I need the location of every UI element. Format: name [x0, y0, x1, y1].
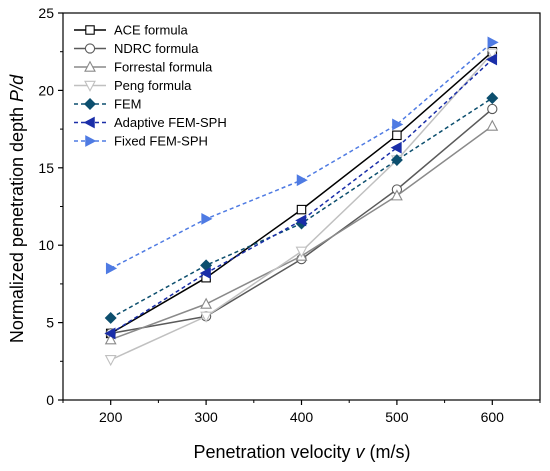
legend-item-ndrc-formula: NDRC formula — [74, 41, 199, 56]
series-adaptive-fem-sph — [104, 53, 498, 340]
data-point — [487, 36, 499, 49]
legend-label: ACE formula — [114, 23, 188, 38]
legend-item-fem: FEM — [74, 97, 141, 112]
data-point — [486, 119, 499, 131]
data-point — [296, 174, 308, 187]
legend-marker — [85, 135, 97, 147]
series-layer — [104, 36, 499, 367]
x-tick-label: 500 — [385, 409, 409, 425]
data-point — [104, 333, 117, 345]
legend-item-adaptive-fem-sph: Adaptive FEM-SPH — [74, 115, 227, 130]
data-point — [485, 53, 498, 66]
data-point — [390, 189, 403, 201]
y-tick-label: 10 — [38, 237, 54, 253]
legend-label: FEM — [114, 97, 141, 112]
y-tick-label: 0 — [46, 392, 54, 408]
y-axis: 0 5 10 15 20 25 — [38, 5, 63, 408]
data-point — [104, 311, 117, 324]
data-point — [200, 311, 213, 323]
x-tick-label: 200 — [99, 409, 123, 425]
x-axis-title: Penetration velocity v (m/s) — [193, 442, 410, 462]
legend-marker — [84, 43, 96, 54]
data-point — [105, 262, 118, 275]
y-tick-label: 25 — [38, 5, 54, 21]
data-point — [392, 130, 402, 141]
legend-label: Fixed FEM-SPH — [114, 134, 208, 149]
legend-label: Peng formula — [114, 78, 192, 93]
y-tick-label: 5 — [46, 315, 54, 331]
y-tick-label: 15 — [38, 160, 54, 176]
series-fixed-fem-sph — [105, 36, 499, 275]
data-point — [390, 141, 402, 154]
legend-marker — [84, 60, 96, 72]
legend-marker — [84, 98, 96, 110]
data-point — [201, 212, 213, 225]
data-point — [392, 118, 404, 131]
x-axis: 200 300 400 500 600 — [62, 400, 541, 425]
legend-marker — [85, 25, 95, 35]
x-tick-label: 300 — [194, 409, 218, 425]
legend-item-ace-formula: ACE formula — [74, 23, 188, 38]
series-line-ace-formula — [110, 51, 493, 335]
data-point — [487, 103, 498, 115]
legend: ACE formula NDRC formula Forrestal formula… — [74, 23, 227, 149]
data-point — [390, 154, 403, 167]
legend-marker — [83, 116, 95, 129]
y-tick-label: 20 — [38, 82, 54, 98]
legend-label: Adaptive FEM-SPH — [114, 115, 227, 130]
data-point — [104, 327, 116, 340]
series-line-adaptive-fem-sph — [110, 58, 493, 335]
series-line-fixed-fem-sph — [110, 41, 493, 270]
x-tick-label: 400 — [290, 409, 314, 425]
data-point — [200, 297, 213, 309]
y-axis-title: Normalized penetration depth P/d — [7, 74, 27, 343]
legend-item-forrestal-formula: Forrestal formula — [74, 60, 213, 75]
legend-item-fixed-fem-sph: Fixed FEM-SPH — [74, 134, 208, 149]
x-tick-label: 600 — [481, 409, 505, 425]
data-point — [199, 267, 211, 279]
data-point — [104, 355, 117, 367]
legend-label: Forrestal formula — [114, 60, 213, 75]
data-point — [486, 48, 499, 60]
data-point — [486, 92, 499, 105]
data-point — [295, 214, 307, 227]
legend-item-peng-formula: Peng formula — [74, 78, 192, 93]
legend-label: NDRC formula — [114, 41, 199, 56]
data-point — [295, 246, 308, 258]
data-point — [296, 204, 307, 215]
legend-marker — [84, 80, 96, 92]
